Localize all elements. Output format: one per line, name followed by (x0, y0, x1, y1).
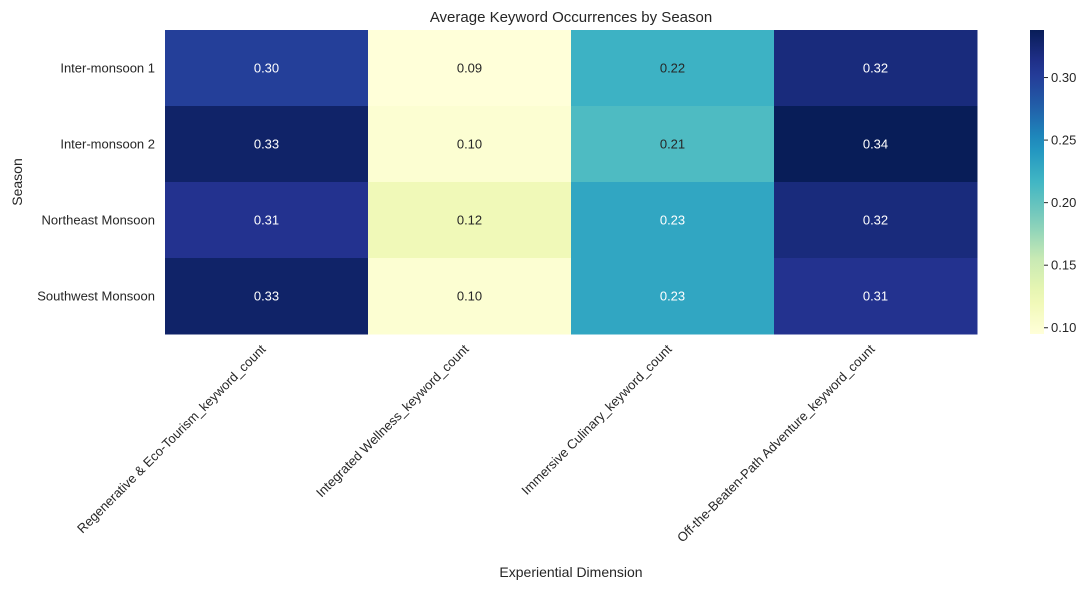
colorbar-tick-label: 0.10 (1051, 320, 1076, 335)
heatmap-cell (165, 30, 369, 107)
cell-value-label: 0.10 (457, 289, 482, 304)
colorbar-tick-label: 0.25 (1051, 133, 1076, 148)
heatmap-cell (774, 106, 978, 183)
cell-value-label: 0.21 (660, 137, 685, 152)
cell-value-label: 0.30 (254, 61, 279, 76)
column-labels: Regenerative & Eco-Tourism_keyword_count… (74, 341, 878, 545)
heatmap-cell (571, 30, 775, 107)
row-label: Inter-monsoon 1 (60, 61, 155, 76)
heatmap-cell (368, 106, 572, 183)
heatmap-cells: 0.30 0.09 0.22 0.32 0.33 0.10 0.21 0.34 0.31 0.12… (165, 30, 978, 335)
cell-value-label: 0.31 (254, 213, 279, 228)
row-label: Inter-monsoon 2 (60, 137, 155, 152)
row-label: Southwest Monsoon (37, 289, 155, 304)
heatmap-cell (368, 258, 572, 335)
colorbar-tick-label: 0.30 (1051, 70, 1076, 85)
column-label: Regenerative & Eco-Tourism_keyword_count (74, 341, 269, 536)
x-axis-label: Experiential Dimension (499, 564, 642, 580)
row-labels: Inter-monsoon 1 Inter-monsoon 2 Northeast … (37, 61, 155, 304)
cell-value-label: 0.23 (660, 213, 685, 228)
cell-value-label: 0.33 (254, 137, 279, 152)
heatmap-cell (571, 182, 775, 259)
heatmap-cell (165, 182, 369, 259)
cell-value-label: 0.12 (457, 213, 482, 228)
colorbar (1030, 30, 1044, 334)
cell-value-label: 0.09 (457, 61, 482, 76)
column-label: Immersive Culinary_keyword_count (518, 341, 674, 497)
cell-value-label: 0.22 (660, 61, 685, 76)
heatmap-cell (571, 106, 775, 183)
heatmap-cell (774, 182, 978, 259)
row-label: Northeast Monsoon (42, 213, 155, 228)
cell-value-label: 0.10 (457, 137, 482, 152)
heatmap-cell (571, 258, 775, 335)
cell-value-label: 0.32 (863, 213, 888, 228)
colorbar-tick-label: 0.15 (1051, 258, 1076, 273)
heatmap-cell (774, 30, 978, 107)
cell-value-label: 0.31 (863, 289, 888, 304)
chart-title: Average Keyword Occurrences by Season (430, 9, 712, 26)
heatmap-cell (165, 258, 369, 335)
cell-value-label: 0.33 (254, 289, 279, 304)
heatmap-cell (165, 106, 369, 183)
column-label: Integrated Wellness_keyword_count (313, 341, 472, 500)
cell-value-label: 0.34 (863, 137, 888, 152)
column-label: Off-the-Beaten-Path Adventure_keyword_co… (674, 341, 878, 545)
y-axis-label: Season (9, 158, 25, 205)
colorbar-tick-label: 0.20 (1051, 195, 1076, 210)
heatmap-cell (368, 182, 572, 259)
cell-value-label: 0.23 (660, 289, 685, 304)
colorbar-ticks: 0.10 0.15 0.20 0.25 0.30 (1044, 70, 1076, 335)
heatmap-cell (774, 258, 978, 335)
heatmap-cell (368, 30, 572, 107)
cell-value-label: 0.32 (863, 61, 888, 76)
